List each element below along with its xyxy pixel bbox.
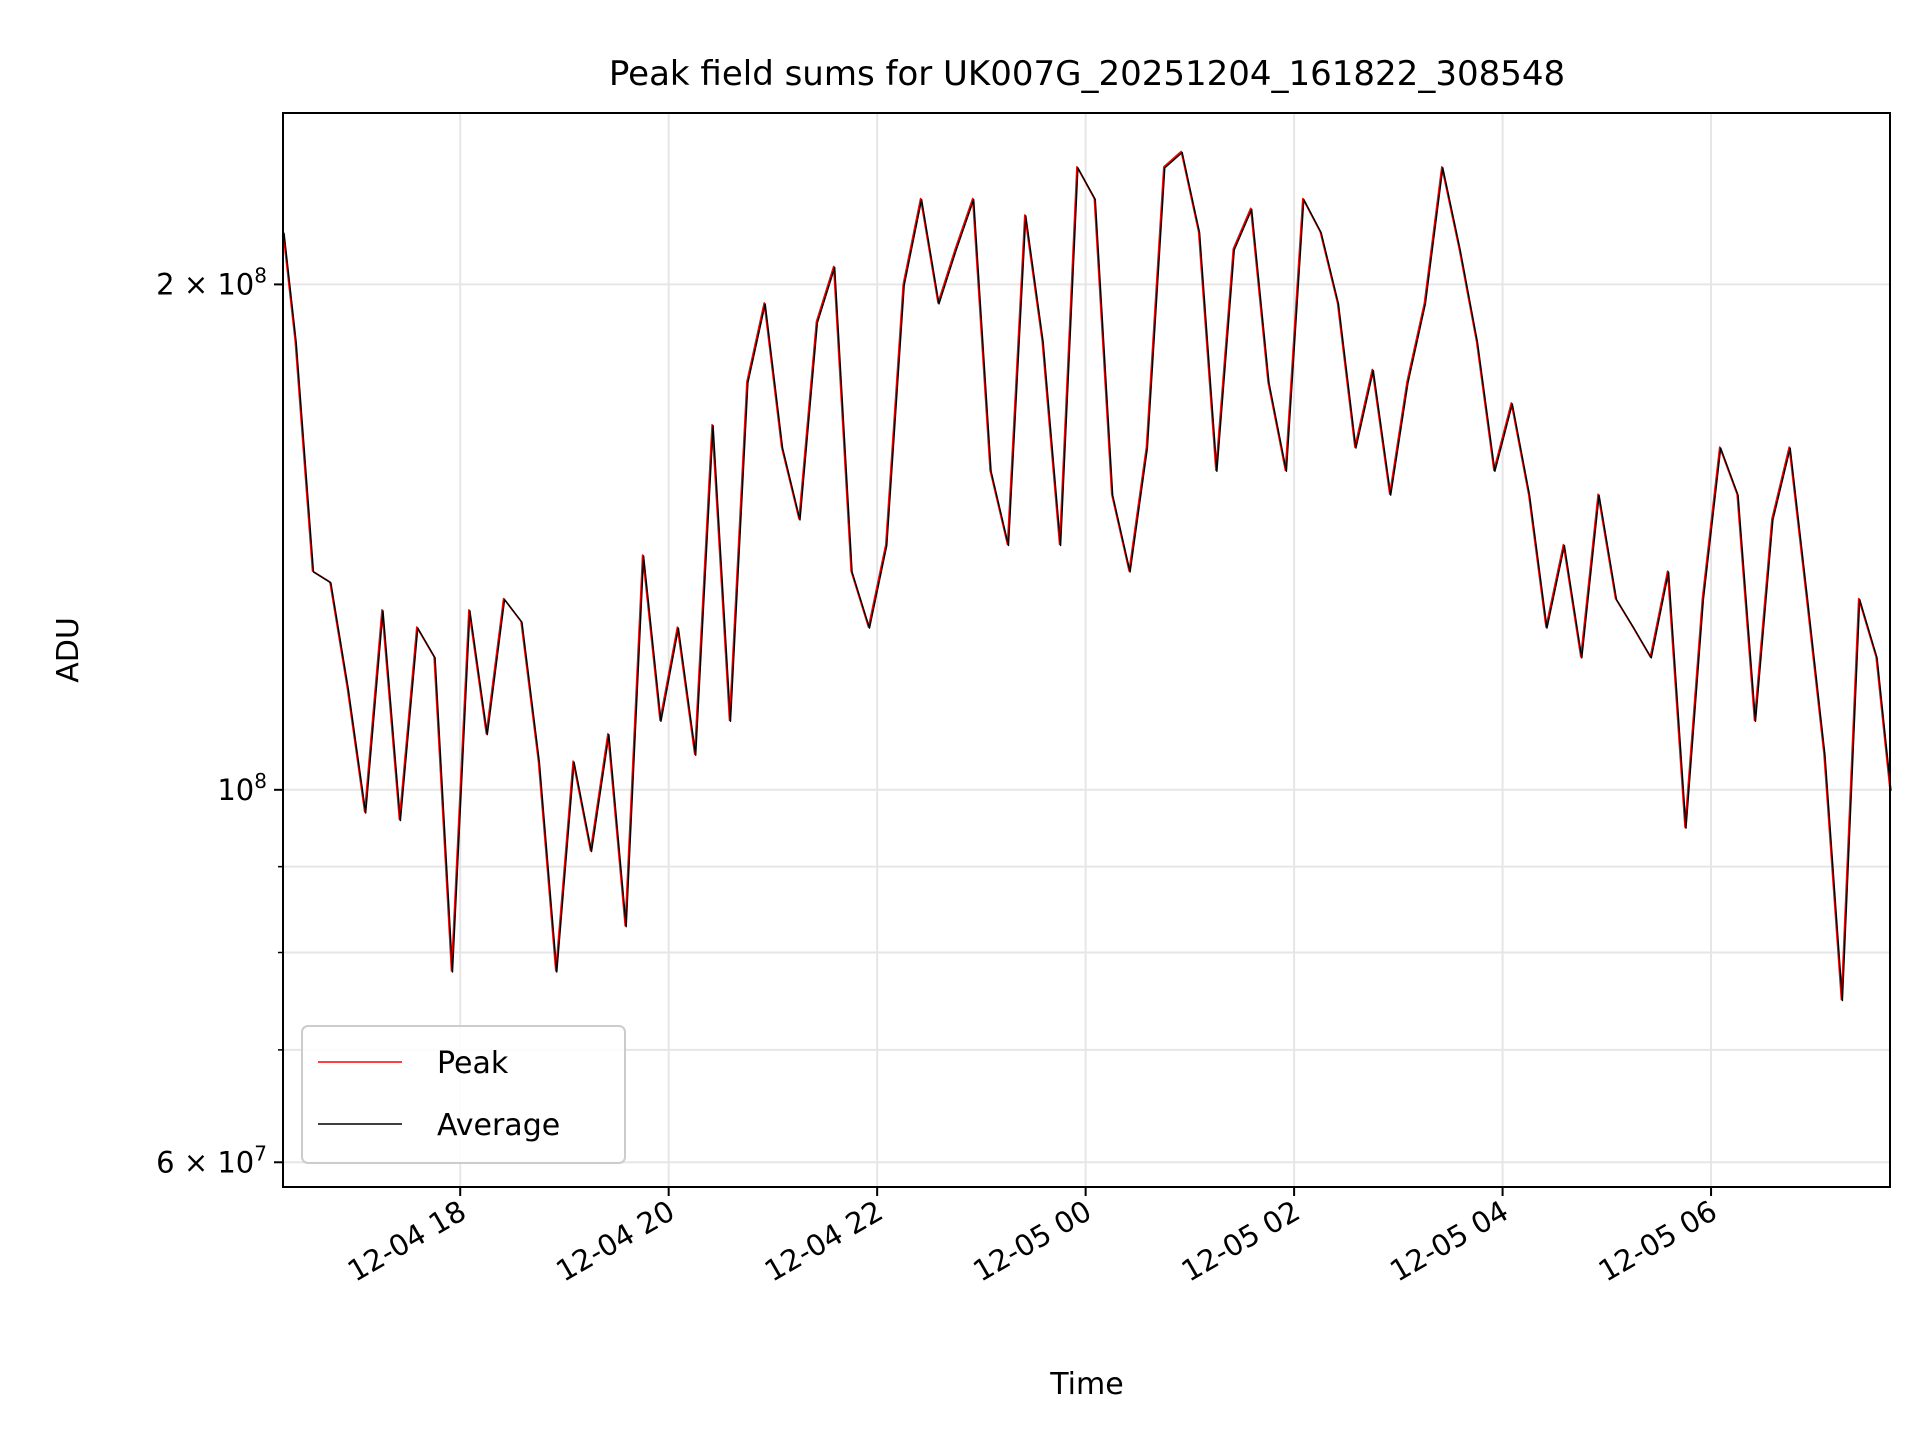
y-tick-exponent: 8 <box>254 769 267 793</box>
legend: Peak Average <box>301 1025 626 1164</box>
legend-box <box>301 1025 626 1164</box>
y-tick-exponent: 7 <box>254 1141 267 1165</box>
y-tick-base: 2 × 10 <box>156 267 254 301</box>
y-tick-label: 108 <box>217 769 267 807</box>
series-group <box>282 150 1892 1002</box>
legend-label-peak: Peak <box>437 1046 509 1081</box>
y-axis-label: ADU <box>51 617 86 683</box>
series-line-average <box>283 151 1892 1002</box>
y-tick-label: 6 × 107 <box>156 1141 267 1179</box>
y-tick-exponent: 8 <box>254 263 267 287</box>
y-tick-base: 6 × 10 <box>156 1145 254 1179</box>
y-tick-base: 10 <box>217 773 254 807</box>
y-tick-label: 2 × 108 <box>156 263 267 301</box>
x-axis-label: Time <box>1049 1367 1123 1402</box>
chart-title: Peak field sums for UK007G_20251204_1618… <box>609 54 1565 94</box>
legend-label-average: Average <box>437 1108 560 1143</box>
